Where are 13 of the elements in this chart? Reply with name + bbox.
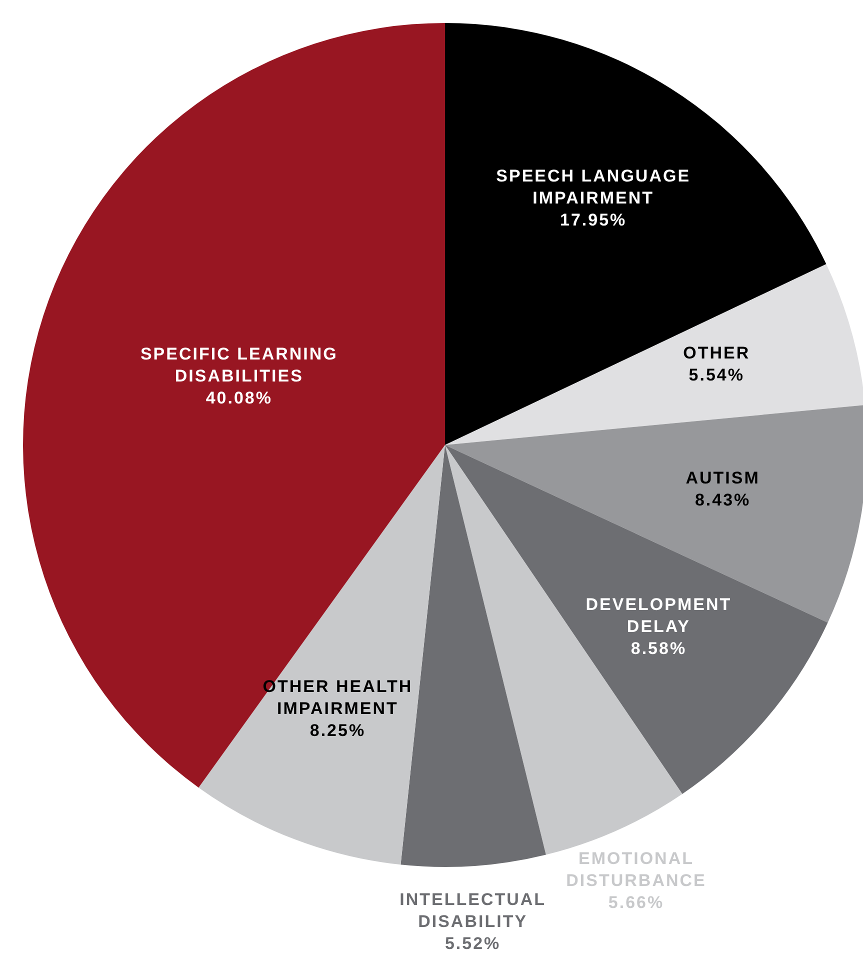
slice-label: INTELLECTUAL DISABILITY bbox=[400, 889, 546, 930]
data-label: 17.95% bbox=[560, 210, 627, 229]
slice-label: SPEECH LANGUAGE IMPAIRMENT bbox=[496, 166, 691, 207]
data-label: 5.52% bbox=[444, 933, 501, 952]
slice-label: OTHER bbox=[683, 343, 750, 362]
slice-label: SPECIFIC LEARNING DISABILITIES bbox=[140, 344, 338, 385]
data-label: 8.43% bbox=[694, 490, 751, 509]
data-label: 40.08% bbox=[206, 388, 273, 407]
data-label: 5.54% bbox=[688, 365, 744, 384]
data-label: 8.58% bbox=[630, 638, 687, 658]
slice-label: DEVELOPMENT DELAY bbox=[586, 594, 732, 636]
slice-label: AUTISM bbox=[686, 468, 760, 487]
data-label: 8.25% bbox=[310, 720, 366, 740]
